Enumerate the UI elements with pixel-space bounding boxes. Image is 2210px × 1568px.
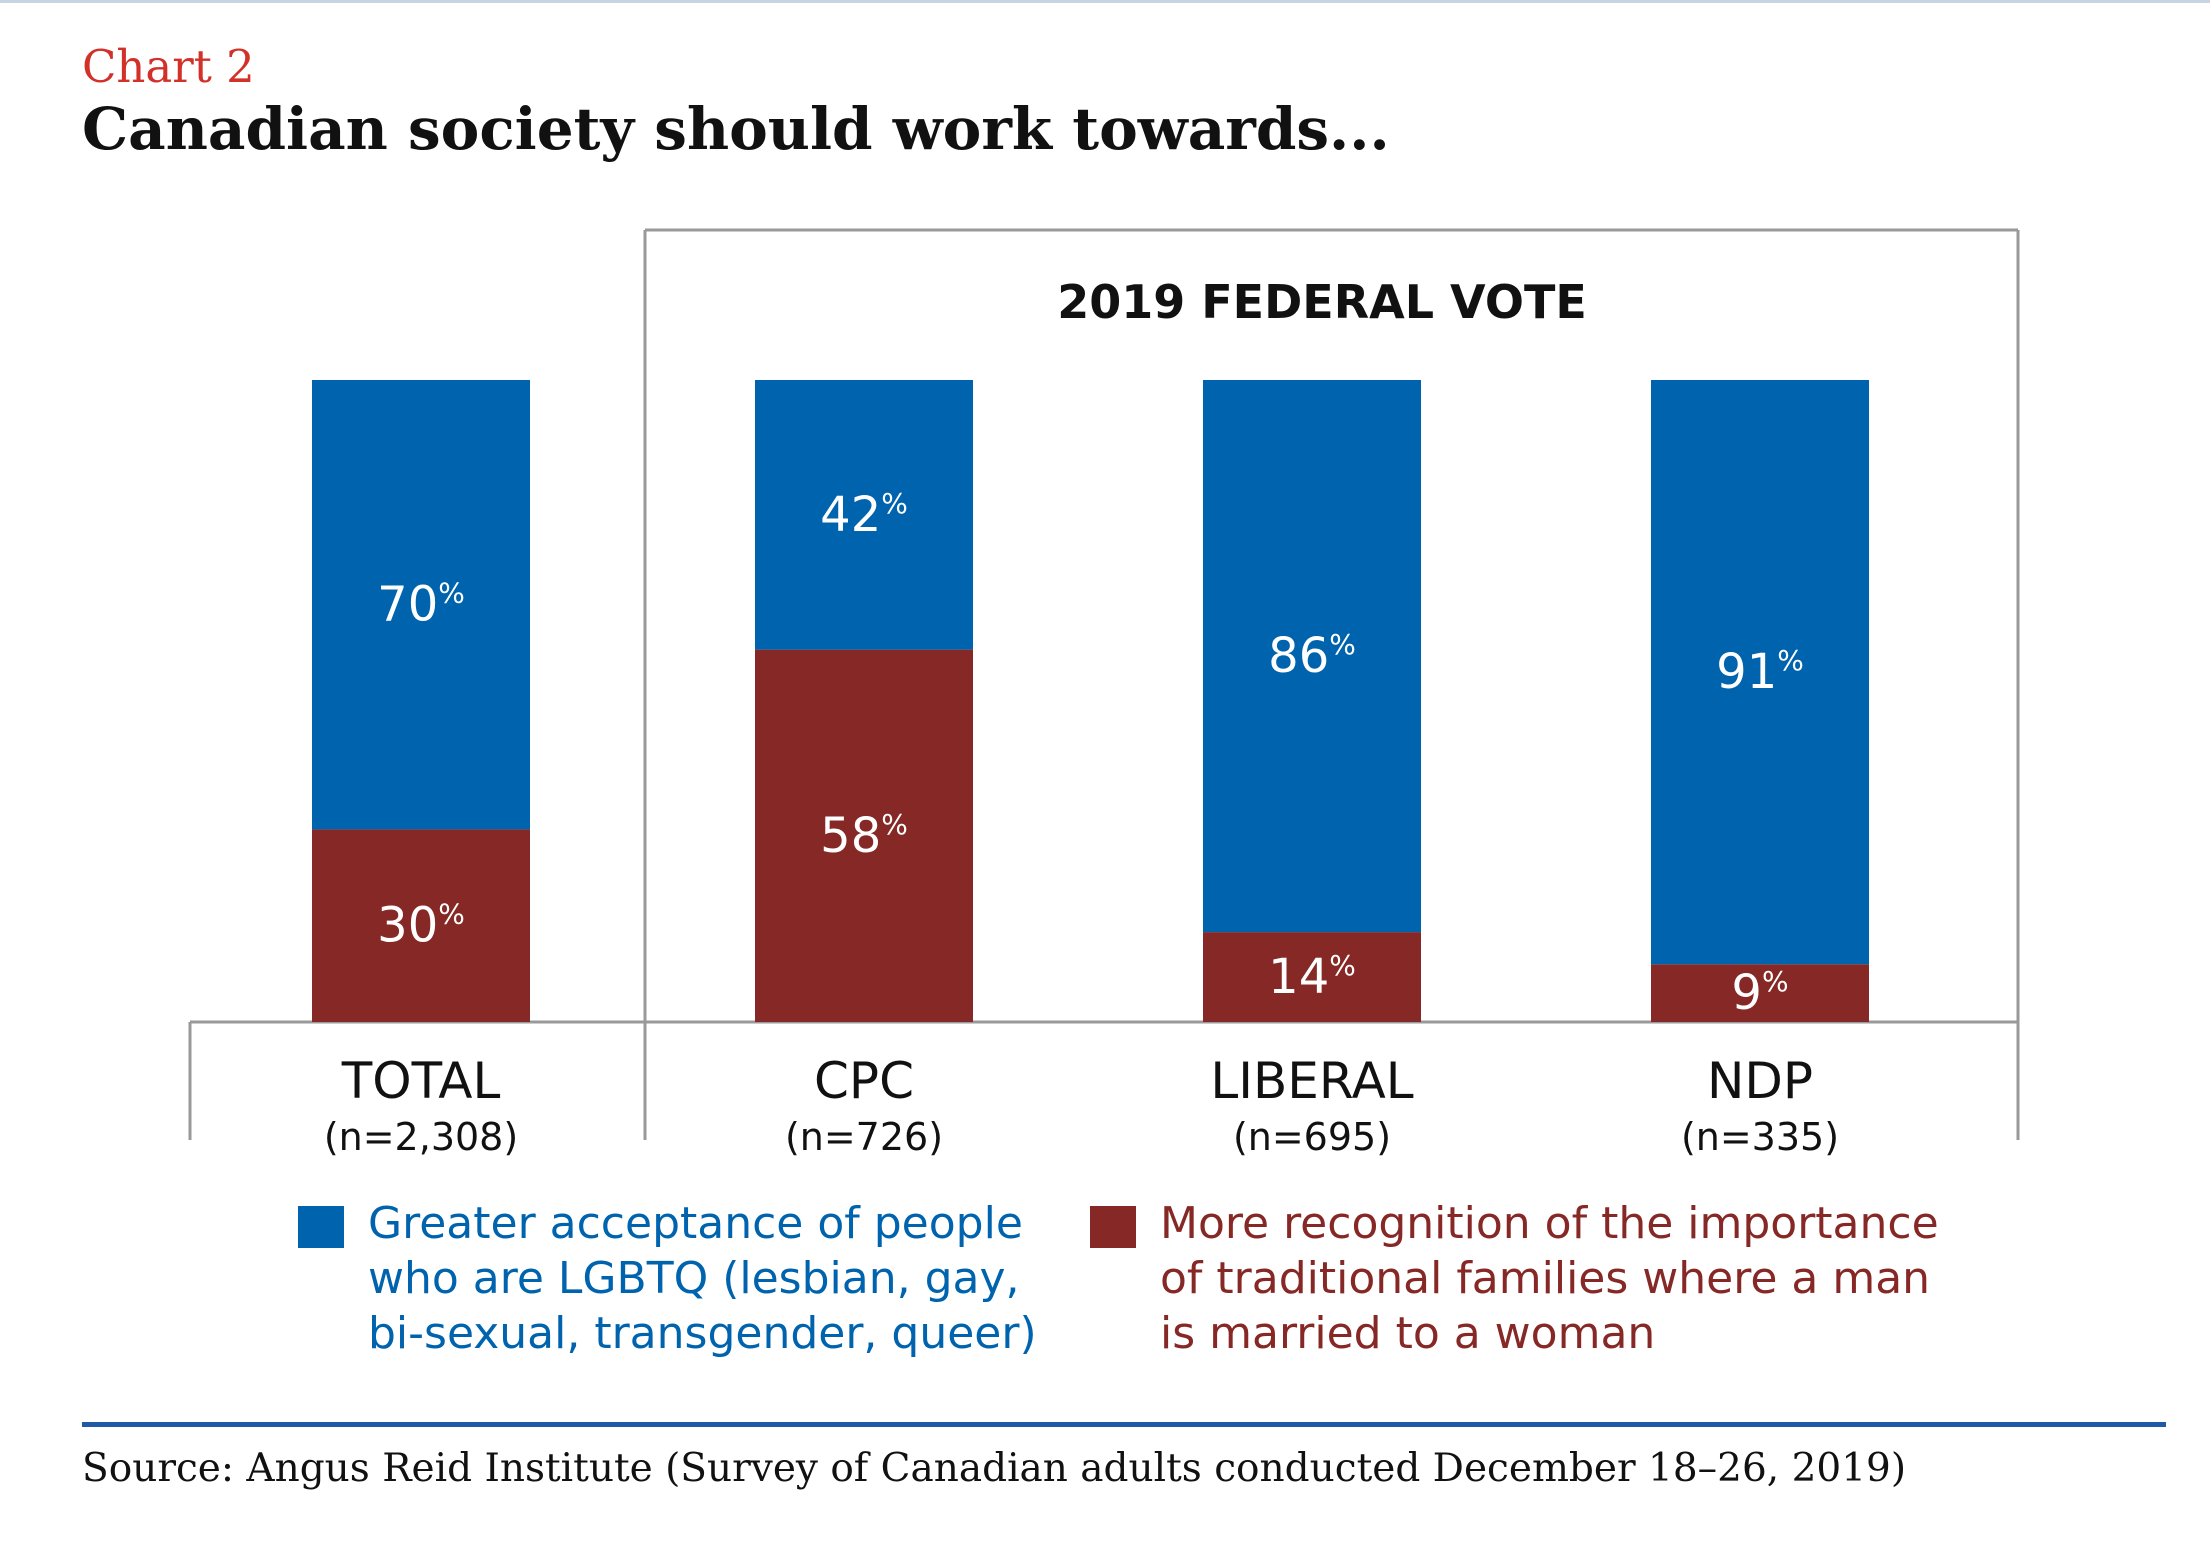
chart-title: Canadian society should work towards... <box>82 95 1390 163</box>
bars-group <box>312 380 1869 1022</box>
bar-traditional-total <box>312 829 530 1022</box>
source-rule <box>82 1422 2166 1427</box>
sample-size-ndp: (n=335) <box>1681 1115 1839 1159</box>
category-labels-group: TOTAL (n=2,308) CPC (n=726) LIBERAL (n=695) ND… <box>324 1052 1839 1159</box>
legend-swatch-lgbtq <box>298 1206 344 1248</box>
legend-label-traditional: More recognition of the importance of tr… <box>1160 1198 1939 1359</box>
bar-traditional-liberal <box>1203 932 1421 1022</box>
value-labels-group: 30% 70% 58% 42% 14% 86% 9% 91% <box>377 487 1804 1021</box>
value-label-traditional-liberal: 14% <box>1268 949 1356 1005</box>
bar-traditional-cpc <box>755 649 973 1022</box>
legend-label-lgbtq: Greater acceptance of people who are LGB… <box>368 1198 1037 1359</box>
sample-size-cpc: (n=726) <box>785 1115 943 1159</box>
category-label-liberal: LIBERAL <box>1210 1052 1413 1110</box>
bar-lgbtq-liberal <box>1203 380 1421 933</box>
category-label-ndp: NDP <box>1707 1052 1813 1110</box>
chart-label: Chart 2 <box>82 40 255 93</box>
category-label-total: TOTAL <box>341 1052 501 1110</box>
legend-item-traditional: More recognition of the importance of tr… <box>1090 1196 1939 1361</box>
legend-swatch-traditional <box>1090 1206 1136 1248</box>
bar-traditional-ndp <box>1651 964 1869 1022</box>
category-label-cpc: CPC <box>814 1052 914 1110</box>
group-label: 2019 FEDERAL VOTE <box>1057 275 1587 329</box>
value-label-lgbtq-liberal: 86% <box>1268 628 1356 684</box>
legend-item-lgbtq: Greater acceptance of people who are LGB… <box>298 1196 1037 1361</box>
value-label-traditional-total: 30% <box>377 898 465 954</box>
bar-lgbtq-ndp <box>1651 380 1869 965</box>
sample-size-total: (n=2,308) <box>324 1115 518 1159</box>
bar-lgbtq-total <box>312 380 530 830</box>
top-rule <box>0 0 2210 3</box>
value-label-lgbtq-total: 70% <box>377 577 465 633</box>
bar-lgbtq-cpc <box>755 380 973 650</box>
sample-size-liberal: (n=695) <box>1233 1115 1391 1159</box>
value-label-traditional-ndp: 9% <box>1731 965 1788 1021</box>
value-label-lgbtq-cpc: 42% <box>820 487 908 543</box>
value-label-traditional-cpc: 58% <box>820 808 908 864</box>
source-note: Source: Angus Reid Institute (Survey of … <box>82 1446 1907 1491</box>
value-label-lgbtq-ndp: 91% <box>1716 644 1804 700</box>
